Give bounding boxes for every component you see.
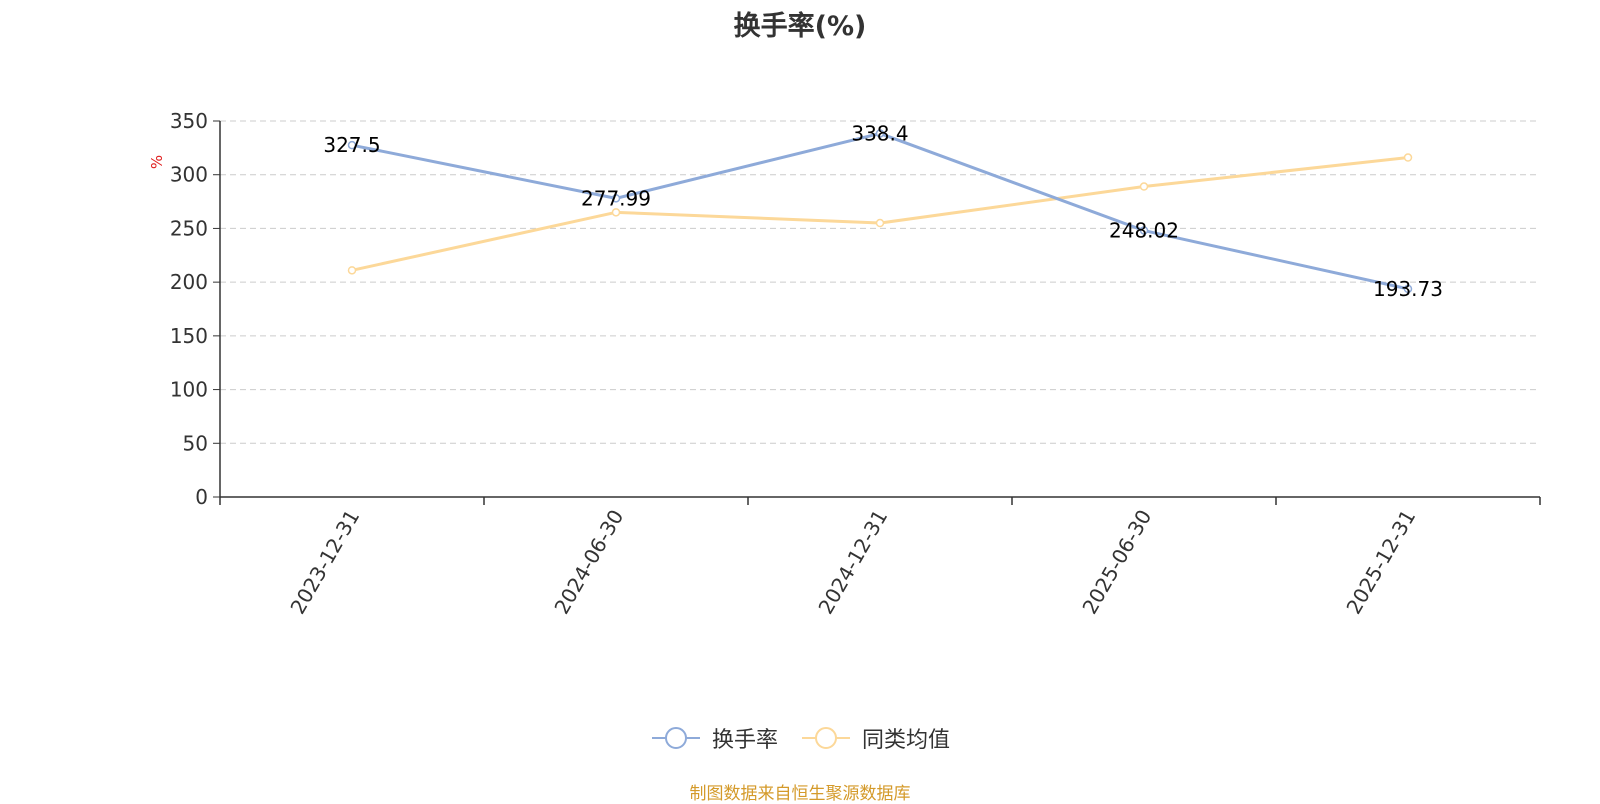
data-point [1139,226,1149,235]
legend-item-turnover[interactable]: 换手率 [650,722,778,754]
x-tick-label: 2024-12-31 [813,506,892,619]
legend-marker-peer-average [802,727,850,749]
data-label: 277.99 [581,186,651,210]
y-tick-label: 0 [195,485,208,509]
data-label: 248.02 [1109,219,1179,243]
source-note: 制图数据来自恒生聚源数据库 [689,784,911,804]
data-point [1403,284,1413,294]
chart-title: 换手率(%) [733,11,867,42]
x-tick-label: 2025-06-30 [1077,506,1156,619]
legend-marker-turnover [651,727,700,749]
data-point [611,208,621,217]
series-line [351,131,1409,291]
data-point [1139,182,1149,191]
y-tick-label: 250 [170,216,208,240]
legend-item-peer-average[interactable]: 同类均值 [800,722,950,754]
data-label: 338.4 [851,121,908,145]
y-tick-label: 200 [170,270,208,294]
x-tick-label: 2025-12-31 [1341,506,1420,619]
data-label: 193.73 [1373,277,1443,301]
legend-label-turnover: 换手率 [711,728,778,753]
y-tick-label: 100 [170,378,208,402]
legend: 换手率 同类均值 [0,722,1600,754]
y-tick-label: 150 [170,324,208,348]
legend-label-peer-average: 同类均值 [862,728,951,753]
y-axis-label: % [148,155,166,169]
y-tick-label: 350 [170,109,208,133]
x-tick-label: 2023-12-31 [285,506,364,619]
data-point [611,194,621,203]
y-tick-label: 50 [183,431,208,455]
data-point [875,129,885,138]
data-label: 327.5 [323,133,380,157]
y-tick-label: 300 [170,163,208,187]
data-point [875,218,885,228]
data-point [347,140,357,150]
x-tick-label: 2024-06-30 [549,506,628,619]
data-point [347,266,357,275]
data-point [1403,153,1413,162]
